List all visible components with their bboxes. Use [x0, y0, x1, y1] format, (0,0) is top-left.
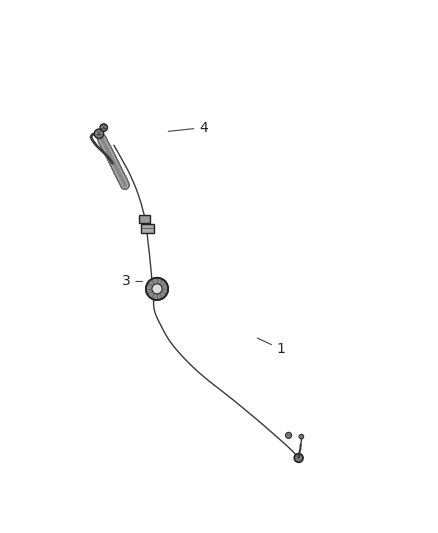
- Text: 3: 3: [122, 274, 142, 288]
- Circle shape: [146, 278, 168, 300]
- Text: 1: 1: [258, 338, 286, 356]
- Circle shape: [94, 129, 104, 139]
- Text: 4: 4: [168, 120, 208, 134]
- FancyBboxPatch shape: [139, 215, 150, 223]
- Circle shape: [299, 434, 304, 439]
- FancyBboxPatch shape: [141, 224, 154, 232]
- Circle shape: [294, 454, 303, 462]
- Circle shape: [100, 124, 107, 131]
- Circle shape: [286, 432, 292, 439]
- Circle shape: [152, 284, 162, 294]
